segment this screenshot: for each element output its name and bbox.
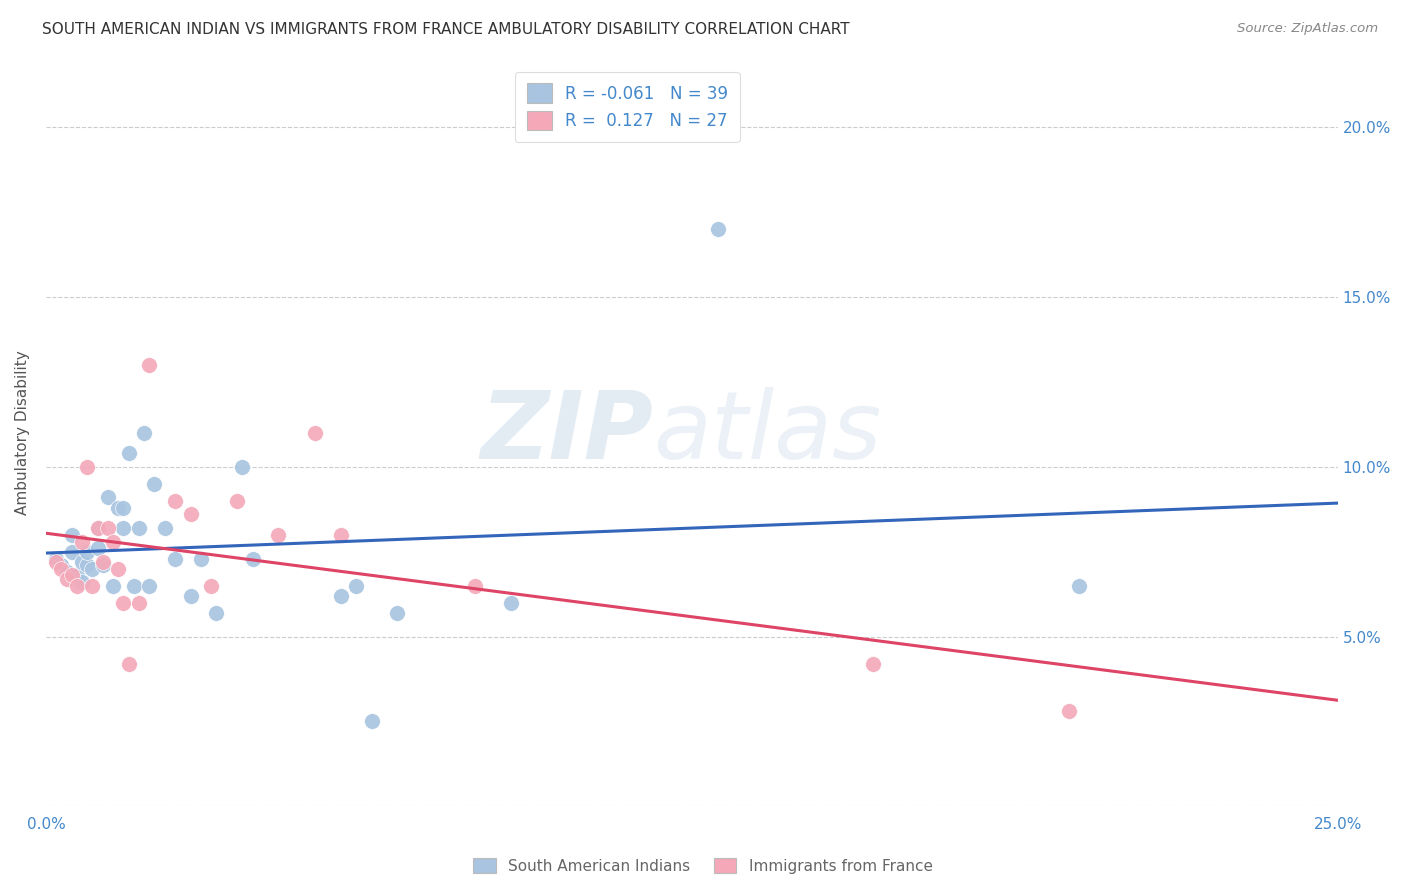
Point [70, 555, 93, 569]
Point [190, 551, 212, 566]
Point [82, 562, 104, 576]
Point [101, 579, 124, 593]
Point [112, 500, 135, 515]
Point [138, 358, 160, 372]
Point [143, 476, 166, 491]
Text: atlas: atlas [654, 387, 882, 478]
Point [117, 446, 139, 460]
Point [76, 459, 98, 474]
Point [112, 521, 135, 535]
Point [70, 575, 93, 590]
Point [165, 551, 187, 566]
Point [82, 579, 104, 593]
Point [226, 493, 249, 508]
Point [107, 500, 129, 515]
Point [200, 579, 222, 593]
Point [1069, 579, 1091, 593]
Point [86, 521, 108, 535]
Point [66, 568, 89, 582]
Point [112, 596, 135, 610]
Point [329, 589, 352, 603]
Legend: South American Indians, Immigrants from France: South American Indians, Immigrants from … [467, 852, 939, 880]
Point [344, 579, 367, 593]
Point [180, 589, 202, 603]
Text: SOUTH AMERICAN INDIAN VS IMMIGRANTS FROM FRANCE AMBULATORY DISABILITY CORRELATIO: SOUTH AMERICAN INDIAN VS IMMIGRANTS FROM… [42, 22, 849, 37]
Point [55, 572, 77, 586]
Point [242, 551, 264, 566]
Point [117, 657, 139, 671]
Point [107, 562, 129, 576]
Point [55, 565, 77, 579]
Point [66, 579, 89, 593]
Point [45, 551, 67, 566]
Point [205, 606, 228, 620]
Point [134, 425, 156, 440]
Point [329, 528, 352, 542]
Point [267, 528, 290, 542]
Point [97, 521, 120, 535]
Point [91, 558, 114, 573]
Point [60, 568, 83, 582]
Point [51, 558, 73, 573]
Point [60, 545, 83, 559]
Point [101, 534, 124, 549]
Point [499, 596, 522, 610]
Point [76, 545, 98, 559]
Point [360, 714, 382, 729]
Text: ZIP: ZIP [481, 387, 654, 479]
Point [122, 579, 145, 593]
Point [86, 541, 108, 556]
Point [387, 606, 409, 620]
Point [76, 558, 98, 573]
Point [165, 493, 187, 508]
Point [180, 508, 202, 522]
Point [153, 521, 176, 535]
Point [91, 555, 114, 569]
Point [304, 425, 326, 440]
Y-axis label: Ambulatory Disability: Ambulatory Disability [15, 351, 30, 516]
Point [706, 222, 728, 236]
Point [60, 528, 83, 542]
Point [138, 579, 160, 593]
Point [128, 521, 150, 535]
Point [97, 491, 120, 505]
Point [45, 555, 67, 569]
Point [86, 521, 108, 535]
Point [231, 459, 253, 474]
Text: Source: ZipAtlas.com: Source: ZipAtlas.com [1237, 22, 1378, 36]
Point [51, 562, 73, 576]
Point [464, 579, 486, 593]
Point [862, 657, 884, 671]
Point [1057, 704, 1080, 718]
Point [128, 596, 150, 610]
Point [70, 534, 93, 549]
Legend: R = -0.061   N = 39, R =  0.127   N = 27: R = -0.061 N = 39, R = 0.127 N = 27 [515, 71, 740, 142]
